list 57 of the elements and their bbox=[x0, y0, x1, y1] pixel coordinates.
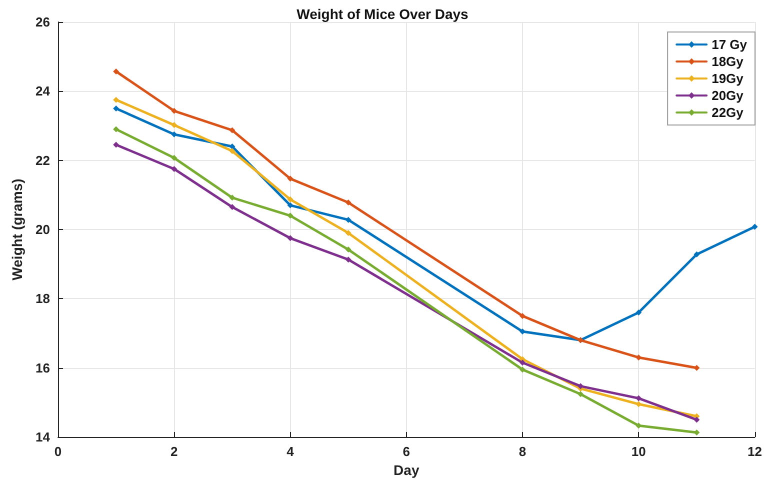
point bbox=[694, 251, 700, 258]
x-tick-label: 4 bbox=[286, 444, 295, 459]
point bbox=[345, 256, 352, 263]
point bbox=[287, 212, 294, 219]
y-axis-title: Weight (grams) bbox=[9, 178, 25, 280]
legend-label: 22Gy bbox=[712, 105, 744, 120]
point bbox=[345, 230, 352, 236]
y-tick-label: 20 bbox=[36, 222, 50, 237]
point bbox=[229, 127, 236, 134]
point bbox=[113, 96, 120, 103]
point bbox=[287, 176, 294, 182]
point bbox=[636, 310, 642, 316]
point bbox=[171, 131, 178, 138]
point bbox=[520, 312, 526, 319]
point bbox=[636, 395, 642, 402]
point bbox=[113, 142, 120, 148]
point bbox=[229, 194, 236, 201]
point bbox=[171, 166, 178, 172]
legend-label: 19Gy bbox=[712, 71, 744, 86]
point bbox=[345, 246, 352, 253]
point bbox=[171, 154, 178, 161]
x-tick-label: 6 bbox=[402, 444, 410, 459]
point bbox=[113, 126, 120, 132]
point bbox=[171, 108, 178, 114]
point bbox=[171, 122, 178, 128]
x-tick-label: 10 bbox=[631, 444, 646, 459]
y-tick-label: 26 bbox=[36, 14, 50, 30]
legend-label: 20Gy bbox=[712, 88, 744, 103]
x-axis-title: Day bbox=[394, 462, 420, 478]
legend-label: 18Gy bbox=[712, 54, 744, 69]
point bbox=[113, 68, 120, 74]
point bbox=[694, 364, 700, 371]
x-tick-label: 12 bbox=[748, 444, 762, 459]
point bbox=[287, 235, 294, 242]
y-tick-label: 18 bbox=[36, 291, 50, 306]
point bbox=[520, 360, 526, 366]
point bbox=[520, 366, 526, 373]
point bbox=[752, 224, 758, 230]
point bbox=[229, 144, 236, 150]
point bbox=[287, 202, 294, 208]
chart-title: Weight of Mice Over Days bbox=[296, 6, 469, 22]
y-tick-label: 24 bbox=[36, 84, 51, 99]
x-tick-label: 2 bbox=[170, 444, 178, 459]
point bbox=[345, 216, 352, 223]
legend-label: 17 Gy bbox=[712, 37, 748, 52]
x-tick-label: 0 bbox=[54, 444, 62, 459]
point bbox=[229, 148, 236, 154]
point bbox=[578, 391, 584, 398]
point bbox=[694, 416, 700, 423]
x-tick-label: 8 bbox=[518, 444, 526, 459]
y-tick-label: 14 bbox=[36, 430, 51, 444]
point bbox=[113, 105, 120, 112]
y-tick-label: 22 bbox=[36, 152, 50, 168]
point bbox=[229, 204, 236, 210]
y-tick-label: 16 bbox=[36, 360, 50, 376]
point bbox=[287, 196, 294, 202]
point bbox=[345, 200, 352, 206]
